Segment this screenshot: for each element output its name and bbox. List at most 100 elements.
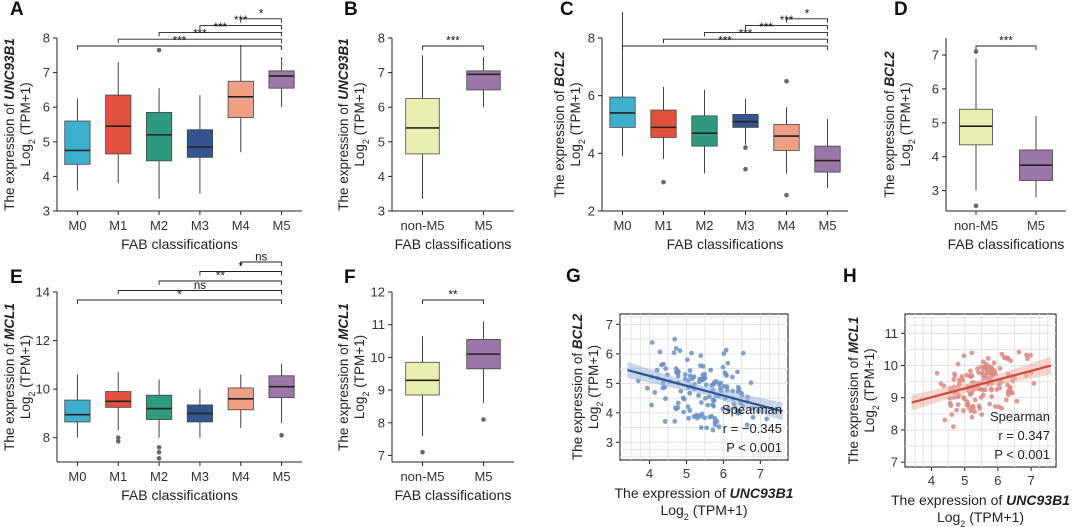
scatter-point <box>985 355 991 361</box>
log-rest: (TPM+1) <box>689 502 748 518</box>
x-tick-label: 6 <box>994 473 1001 488</box>
fit-line <box>911 364 1052 404</box>
scatter-point <box>959 374 965 379</box>
scatter-point <box>960 377 966 383</box>
scatter-point <box>1004 356 1010 361</box>
scatter-point <box>988 386 994 392</box>
scatter-point <box>675 405 681 411</box>
log-sub: 2 <box>684 512 689 522</box>
log-text: Log <box>352 144 367 167</box>
sig-bracket <box>158 31 283 37</box>
scatter-point <box>720 364 726 370</box>
scatter-point <box>951 371 957 377</box>
gene-name: BCL2 <box>552 51 567 87</box>
label-prefix: The expression of <box>2 100 17 211</box>
log-sub: 2 <box>27 139 37 144</box>
scatter-point <box>649 340 655 345</box>
scatter-point <box>713 379 719 384</box>
log-rest: (TPM+1) <box>568 82 583 139</box>
sig-bracket <box>786 18 828 23</box>
box-M2 <box>146 111 173 162</box>
scatter-point <box>954 407 960 413</box>
y-tick-label: 9 <box>378 383 385 398</box>
scatter-point <box>1031 381 1037 386</box>
scatter-point <box>657 349 663 355</box>
scatter-point <box>687 408 693 413</box>
sig-bracket <box>622 45 828 50</box>
sig-label: ns <box>255 252 267 264</box>
x-tick-label: M0 <box>613 218 631 233</box>
panel-label-E: E <box>10 267 23 288</box>
y-tick-label: 12 <box>36 333 50 348</box>
sig-label: *** <box>214 22 228 34</box>
x-tick-label: M3 <box>736 218 754 233</box>
scatter-point <box>970 403 976 409</box>
y-tick-label: 3 <box>43 204 50 219</box>
sig-label: *** <box>718 36 732 48</box>
x-tick-label: 4 <box>928 473 935 488</box>
x-axis-title-line1: The expression of UNC93B1 <box>891 492 1070 508</box>
log-text: Log <box>568 144 583 167</box>
y-tick-label: 4 <box>378 169 385 184</box>
sig-label: *** <box>173 36 187 48</box>
sig-label: * <box>239 261 244 273</box>
x-tick-label: 7 <box>1027 473 1034 488</box>
gene-name: MCL1 <box>846 317 861 354</box>
scatter-point <box>956 377 962 383</box>
y-axis-title-line1: The expression of MCL1 <box>2 303 17 451</box>
log-rest: (TPM+1) <box>352 335 367 392</box>
scatter-point <box>720 406 726 412</box>
scatter-point <box>702 371 708 377</box>
sig-label: ns <box>194 280 206 292</box>
stat-annotation: r = −0.345 <box>723 421 782 436</box>
scatter-point <box>687 390 693 396</box>
panel-H: H Spearman r = 0.347 P < 0.001 4 5 6 7 7 8 9 10 11 Th… <box>843 266 1070 527</box>
scatter-point <box>729 374 735 380</box>
log-text: Log <box>898 144 913 167</box>
sig-label: ** <box>216 271 225 283</box>
sig-bracket <box>663 38 828 44</box>
y-tick-label: 8 <box>891 422 898 437</box>
scatter-point <box>969 373 975 379</box>
log-text: Log <box>862 410 877 433</box>
scatter-point <box>663 366 669 372</box>
scatter-point <box>718 380 724 386</box>
scatter-point <box>1003 397 1009 403</box>
y-tick-label: 7 <box>891 455 898 470</box>
log-text: Log <box>18 397 33 420</box>
x-axis-title: FAB classifications <box>948 236 1065 252</box>
box-M4 <box>773 124 800 151</box>
outlier-point <box>420 449 425 455</box>
scatter-point <box>1007 386 1013 392</box>
box-M5 <box>814 145 841 173</box>
box-M1 <box>105 94 132 155</box>
scatter-point <box>704 425 709 431</box>
sig-label: *** <box>999 36 1013 48</box>
scatter-point <box>997 385 1003 391</box>
label-prefix: The expression of <box>891 492 1006 508</box>
gene-name: UNC93B1 <box>2 38 17 100</box>
sig-bracket <box>704 31 828 37</box>
scatter-point <box>693 413 699 419</box>
gene-name: MCL1 <box>2 303 17 340</box>
panel-label-D: D <box>894 0 908 20</box>
box-non-M5 <box>405 361 440 396</box>
y-axis-title-line2: Log2 (TPM+1) <box>898 82 917 166</box>
panel-label-F: F <box>344 267 356 288</box>
scatter-point <box>978 395 984 400</box>
log-sub: 2 <box>361 139 371 144</box>
sig-label: * <box>259 8 264 20</box>
outlier-point <box>973 49 979 54</box>
sig-label: *** <box>446 36 460 48</box>
y-tick-label: 5 <box>932 115 939 130</box>
x-tick-label: M0 <box>68 469 86 484</box>
y-tick-label: 6 <box>43 100 50 115</box>
x-tick-label: M1 <box>654 218 672 233</box>
scatter-point <box>1028 352 1034 358</box>
scatter-point <box>999 351 1005 357</box>
y-tick-label: 3 <box>606 435 613 450</box>
outlier-point <box>481 417 486 422</box>
